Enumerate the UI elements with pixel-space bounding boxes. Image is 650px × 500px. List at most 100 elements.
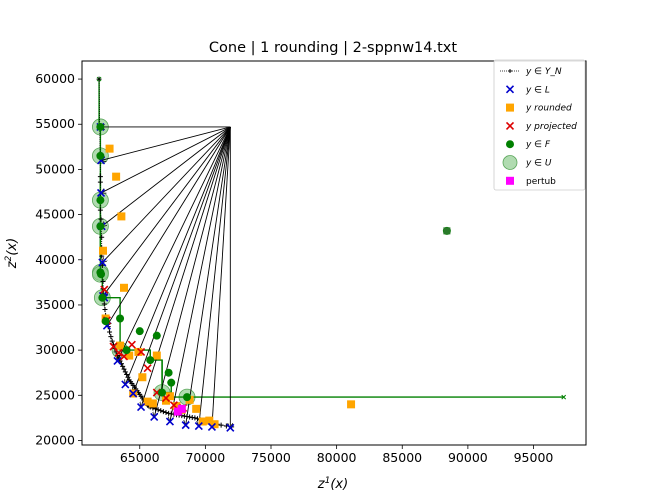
YN-point xyxy=(107,329,113,335)
YN-point xyxy=(158,408,164,414)
rounded-point xyxy=(152,351,161,360)
rounded-point xyxy=(143,397,152,406)
pertub-point xyxy=(173,407,182,416)
projected-point xyxy=(114,348,123,357)
projected-point xyxy=(119,352,129,361)
YN-point xyxy=(160,409,166,415)
YN-point xyxy=(98,216,104,222)
rounded-point xyxy=(99,246,107,255)
plot-frame xyxy=(81,60,587,446)
L-point xyxy=(121,380,130,389)
projected-point xyxy=(100,285,109,294)
rounded-point xyxy=(120,283,128,292)
x-tick-label: 80000 xyxy=(317,450,357,465)
F-point xyxy=(167,378,176,387)
YN-point xyxy=(96,76,102,82)
cone-arrow xyxy=(133,126,231,394)
y-tick-label: 60000 xyxy=(35,71,75,86)
YN-point xyxy=(120,363,126,369)
F-point xyxy=(96,222,105,231)
F-point xyxy=(135,327,144,336)
cone-arrow xyxy=(141,126,231,407)
rounded-point xyxy=(134,347,143,356)
rounded-point xyxy=(148,399,157,408)
YN-point xyxy=(122,369,128,375)
F-point xyxy=(97,270,106,279)
legend-label-pertub: pertub xyxy=(526,177,556,187)
legend-box xyxy=(493,59,586,191)
YN-point xyxy=(97,179,103,185)
rounded-point xyxy=(162,396,170,405)
x-tick-label: 90000 xyxy=(448,450,488,465)
cone-arrow xyxy=(117,126,231,361)
YN-point xyxy=(97,207,103,213)
legend: y ∈ Y_Ny ∈ L y rounded y projected y ∈ F y ∈… xyxy=(493,59,586,191)
y-tick-label: 50000 xyxy=(35,161,75,176)
F-point xyxy=(96,151,105,160)
legend-marker-pertub xyxy=(506,176,514,185)
rounded-point xyxy=(116,341,125,350)
rounded-point xyxy=(165,392,174,401)
F-outlier-marker xyxy=(443,227,451,235)
YN-point xyxy=(218,422,224,428)
rounded-point xyxy=(172,402,181,411)
y-axis: 20000 25000 30000 35000 40000 45000 50000 55000… xyxy=(35,71,82,447)
L-point xyxy=(98,258,107,267)
y-tick-label: 25000 xyxy=(35,387,75,402)
F-point xyxy=(183,393,191,402)
cone-arrow xyxy=(103,126,231,296)
cone-arrow xyxy=(125,126,231,385)
L-point xyxy=(113,356,122,366)
YN-point xyxy=(124,372,130,378)
legend-marker-F xyxy=(506,140,514,149)
legend-label-U: y ∈ U xyxy=(525,159,552,169)
YN-point xyxy=(100,278,106,284)
F-point xyxy=(116,314,125,323)
y-tick-label: 30000 xyxy=(35,342,75,357)
x-tick-label: 95000 xyxy=(514,450,554,465)
L-point xyxy=(136,402,146,412)
y-axis-label: z2(x) xyxy=(4,238,20,269)
legend-label-YN: y ∈ Y_N xyxy=(525,67,562,77)
YN-point xyxy=(97,174,103,180)
projected-point xyxy=(143,364,152,373)
cone-arrow xyxy=(102,126,231,226)
y-tick-label: 40000 xyxy=(35,252,75,267)
cone-arrow xyxy=(199,126,231,426)
cone-arrow xyxy=(170,126,231,422)
y-tick-label: 45000 xyxy=(35,207,75,222)
L-point xyxy=(96,188,106,197)
legend-label-L: y ∈ L xyxy=(525,85,550,95)
L-point xyxy=(165,417,175,426)
legend-label-projected: y projected xyxy=(525,122,577,132)
cone-arrow xyxy=(154,126,231,417)
F-point xyxy=(152,331,161,340)
F-point xyxy=(96,122,105,131)
x-tick-label: 70000 xyxy=(185,450,225,465)
YN-point xyxy=(108,334,114,340)
F-point xyxy=(164,368,173,377)
projected-point xyxy=(136,347,146,357)
y-tick-label: 35000 xyxy=(35,297,75,312)
y-tick-label: 20000 xyxy=(35,432,75,447)
legend-marker-projected xyxy=(505,121,515,130)
plot-area xyxy=(91,76,567,432)
L-point xyxy=(226,423,235,432)
x-axis: 65000 70000 75000 80000 85000 90000 95000 xyxy=(81,60,587,465)
cone-arrow xyxy=(101,126,231,160)
L-point xyxy=(129,389,138,398)
L-point xyxy=(207,422,217,431)
rounded-point xyxy=(105,144,114,153)
YN-point xyxy=(109,338,115,344)
YN-point xyxy=(99,234,105,240)
x-tick-label: 85000 xyxy=(382,450,422,465)
legend-label-F: y ∈ F xyxy=(525,140,551,150)
x-tick-label: 65000 xyxy=(120,450,160,465)
cone-arrow xyxy=(186,126,231,425)
L-point xyxy=(194,421,203,431)
F-point xyxy=(101,317,110,326)
rounded-point xyxy=(205,416,214,425)
F-point xyxy=(96,196,105,205)
legend-marker-L xyxy=(505,85,515,94)
